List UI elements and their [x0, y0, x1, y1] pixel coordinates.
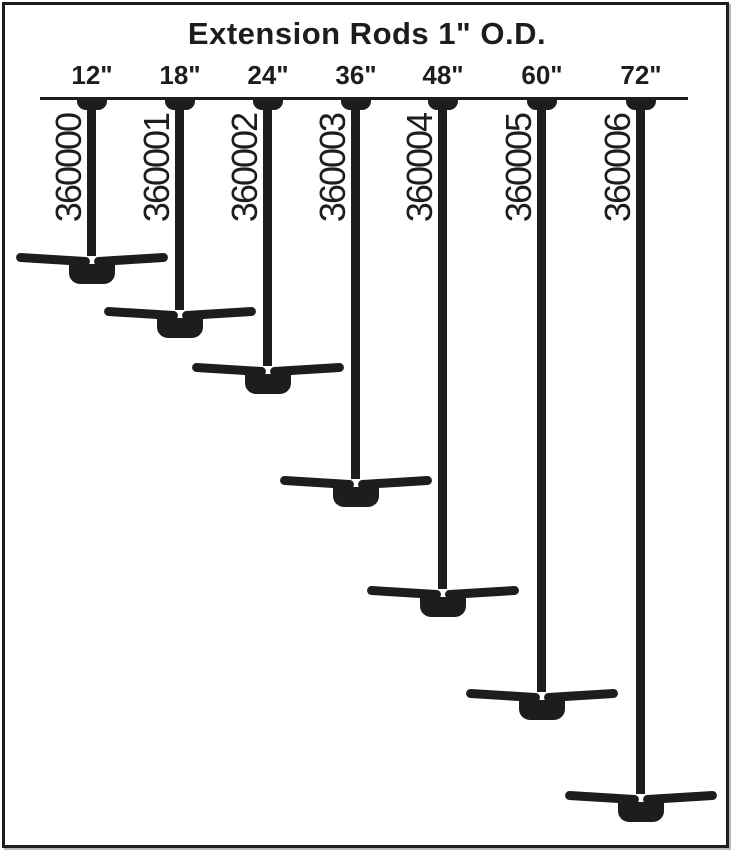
- fan-motor-housing: [420, 597, 466, 617]
- rod-length-label: 60": [521, 60, 563, 90]
- ceiling-fan-icon: [464, 687, 620, 721]
- rod-length-label: 18": [159, 60, 201, 90]
- fan-blade-right: [270, 363, 344, 376]
- fan-blade-left: [280, 476, 354, 489]
- rod-length-label: 72": [620, 60, 662, 90]
- fan-blade-right: [643, 791, 717, 804]
- downrod-line: [537, 100, 546, 692]
- fan-blade-right: [544, 689, 618, 702]
- part-number-label: 360001: [136, 113, 177, 223]
- fan-blade-left: [367, 586, 441, 599]
- downrod-line: [263, 100, 272, 366]
- fan-blade-left: [104, 307, 178, 320]
- ceiling-fan-icon: [278, 474, 434, 508]
- downrod-line: [438, 100, 447, 589]
- part-number-label: 360000: [48, 113, 89, 223]
- ceiling-fan-icon: [190, 361, 346, 395]
- rod-length-label: 48": [422, 60, 464, 90]
- ceiling-fan-icon: [563, 789, 719, 823]
- rod-length-label: 36": [335, 60, 377, 90]
- ceiling-fan-icon: [14, 251, 170, 285]
- part-number-label: 360003: [312, 113, 353, 223]
- fan-motor-housing: [618, 802, 664, 822]
- rod-length-label: 24": [247, 60, 289, 90]
- fan-motor-housing: [69, 264, 115, 284]
- ceiling-mount-line: [40, 97, 688, 100]
- part-number-label: 360005: [498, 113, 539, 223]
- part-number-label: 360006: [597, 113, 638, 223]
- diagram-title: Extension Rods 1" O.D.: [187, 16, 547, 51]
- fan-blade-right: [445, 586, 519, 599]
- downrod-line: [87, 100, 96, 256]
- rod-length-label: 12": [71, 60, 113, 90]
- fan-blade-left: [192, 363, 266, 376]
- fan-blade-right: [94, 253, 168, 266]
- fan-blade-right: [182, 307, 256, 320]
- part-number-label: 360002: [224, 113, 265, 223]
- fan-blade-right: [358, 476, 432, 489]
- fan-motor-housing: [245, 374, 291, 394]
- fan-motor-housing: [157, 318, 203, 338]
- fan-motor-housing: [333, 487, 379, 507]
- fan-blade-left: [466, 689, 540, 702]
- ceiling-fan-icon: [365, 584, 521, 618]
- fan-motor-housing: [519, 700, 565, 720]
- fan-blade-left: [16, 253, 90, 266]
- downrod-line: [351, 100, 360, 479]
- fan-blade-left: [565, 791, 639, 804]
- downrod-line: [636, 100, 645, 794]
- part-number-label: 360004: [399, 113, 440, 223]
- ceiling-fan-icon: [102, 305, 258, 339]
- downrod-line: [175, 100, 184, 310]
